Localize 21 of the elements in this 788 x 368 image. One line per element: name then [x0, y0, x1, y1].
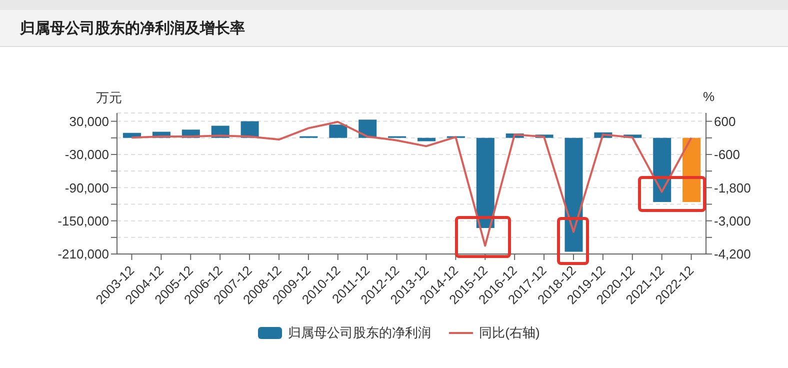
- y2-tick-label: -1,800: [714, 180, 751, 196]
- y2-tick-label: -3,000: [714, 213, 751, 228]
- legend-label: 归属母公司股东的净利润: [288, 324, 432, 342]
- y2-tick-label: -600: [714, 147, 740, 162]
- y2-tick-label: -4,200: [714, 246, 751, 262]
- y2-axis-title: %: [703, 89, 715, 104]
- bar: [329, 124, 348, 138]
- bar: [476, 138, 494, 228]
- chart-title: 归属母公司股东的净利润及增长率: [20, 19, 245, 38]
- bar: [418, 138, 436, 142]
- y2-tick-label: 600: [714, 114, 736, 129]
- y-tick-label: -150,000: [58, 213, 109, 228]
- y-tick-label: -30,000: [64, 147, 109, 162]
- y-tick-label: -90,000: [64, 180, 109, 196]
- y-tick-label: -210,000: [58, 246, 109, 262]
- line-series: [130, 120, 692, 247]
- y-tick-label: 30,000: [69, 114, 109, 129]
- y-axis-title: 万元: [96, 89, 122, 107]
- bar: [564, 138, 583, 252]
- legend-label: 同比(右轴): [479, 324, 540, 342]
- bar: [682, 138, 701, 202]
